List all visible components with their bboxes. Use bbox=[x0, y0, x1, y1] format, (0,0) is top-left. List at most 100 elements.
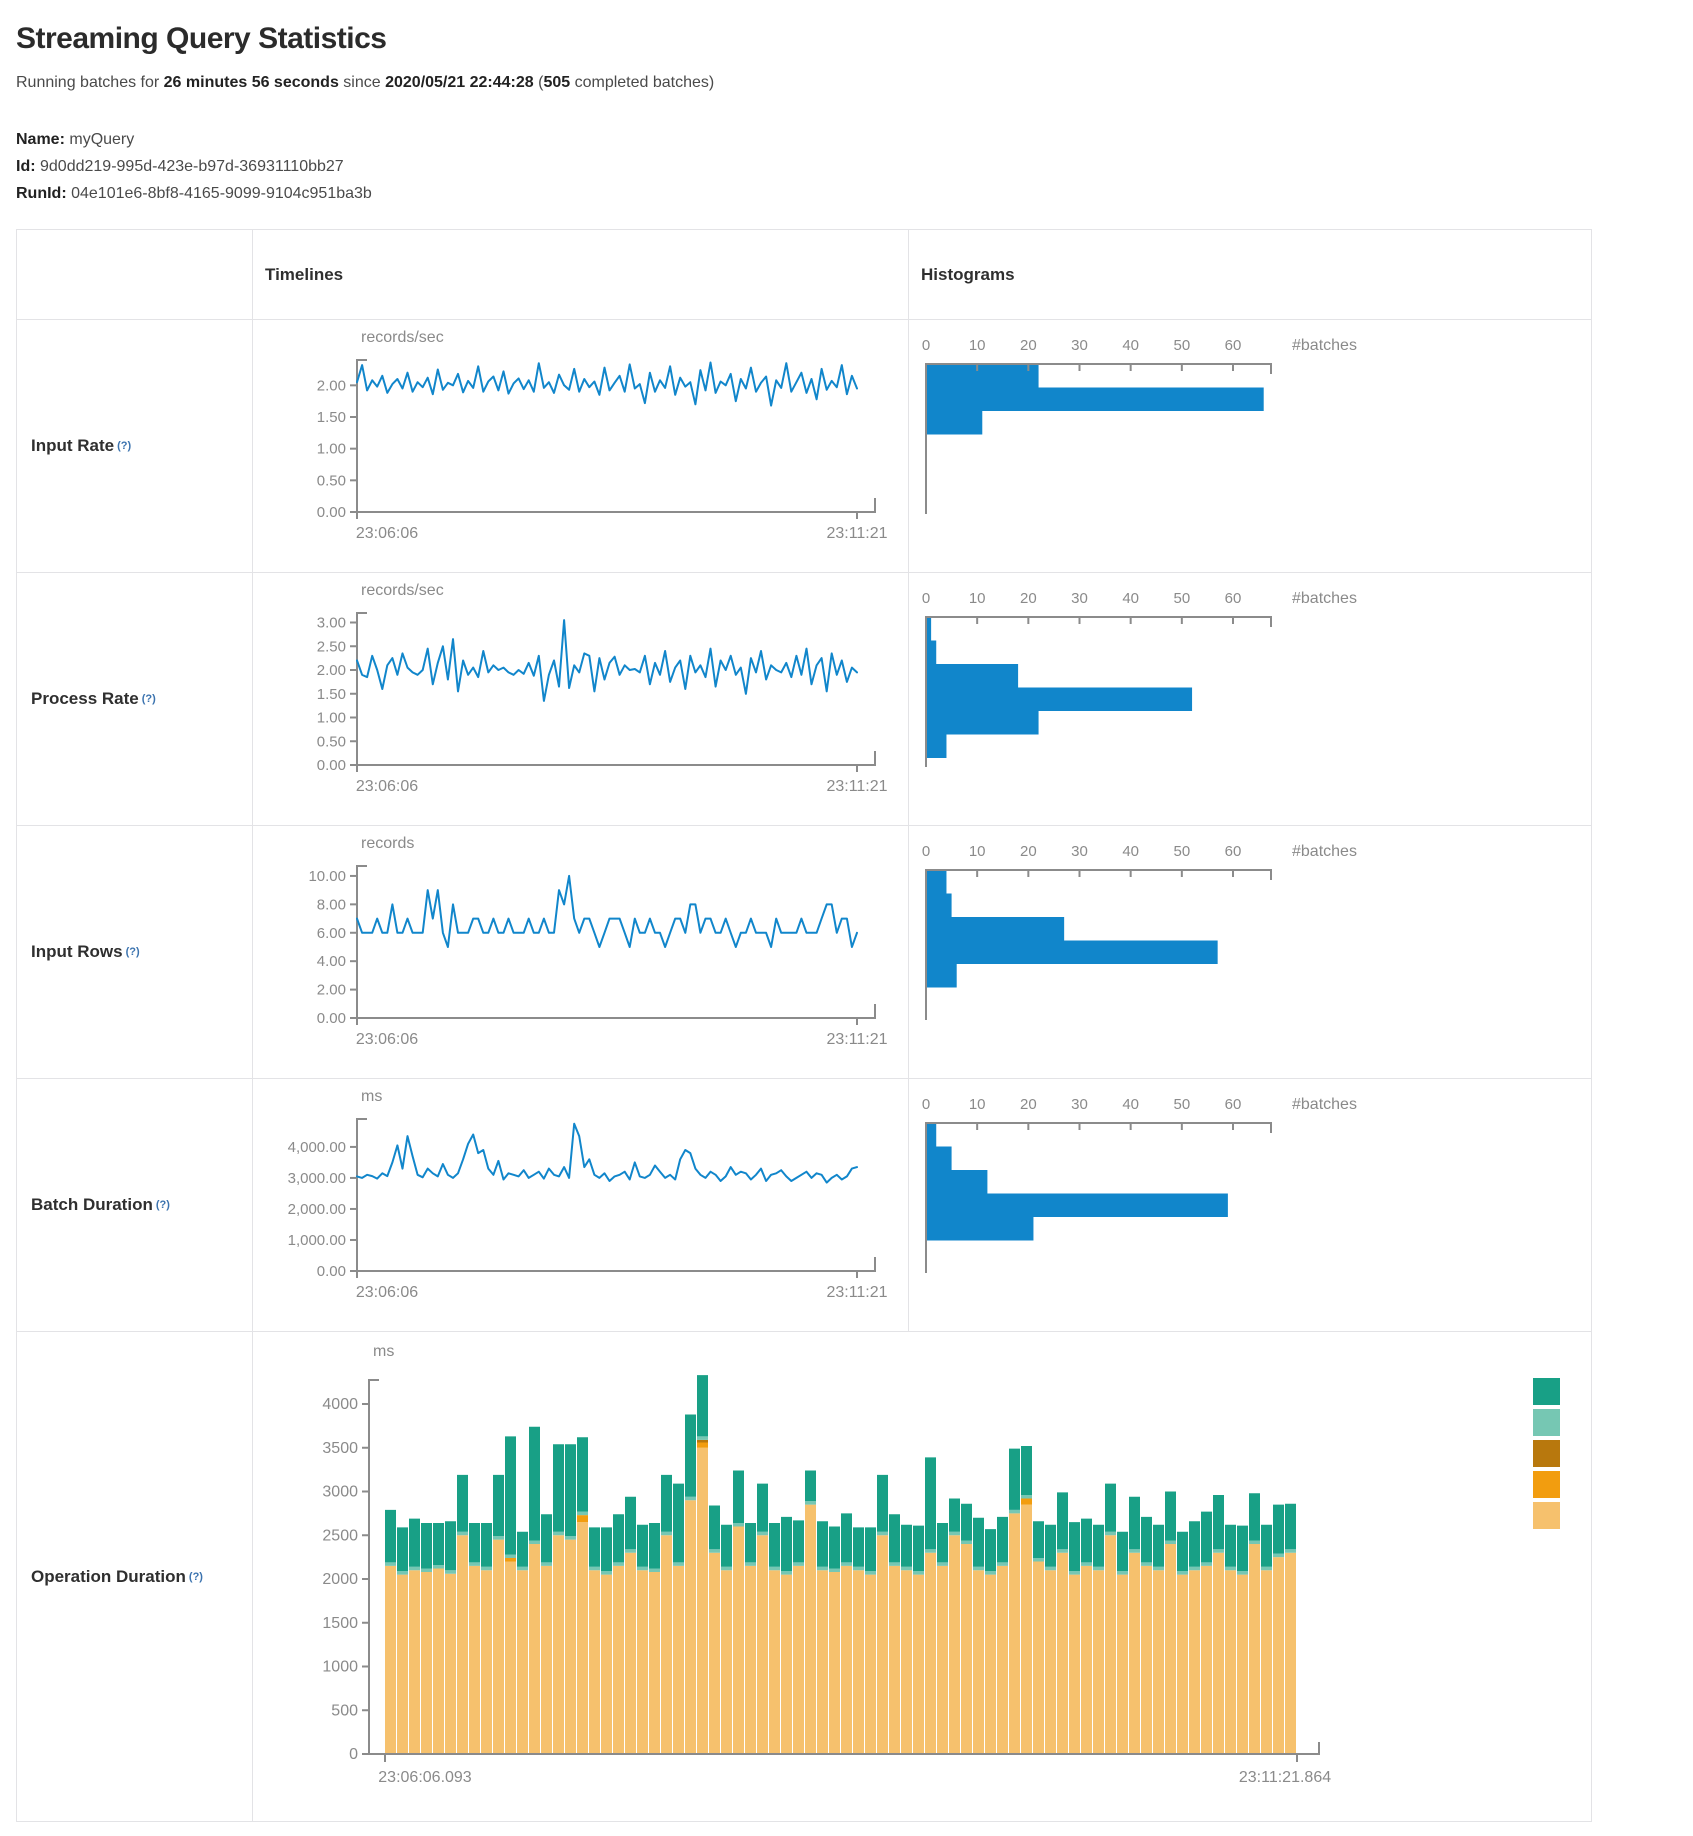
svg-text:23:11:21: 23:11:21 bbox=[826, 1284, 887, 1301]
batch-duration-histogram-chart: 0 10 20 30 40 50 60 #batches bbox=[909, 1079, 1591, 1316]
svg-text:2000: 2000 bbox=[322, 1571, 358, 1588]
row-label-input-rate: Input Rate (?) bbox=[17, 320, 253, 573]
input-rows-timeline: records 0.00 2.00 4.00 6.00 8.00 10.00 23:06:06… bbox=[308, 835, 887, 1048]
corner-header-cell bbox=[17, 230, 253, 320]
svg-text:10: 10 bbox=[969, 337, 986, 354]
input-rate-help-icon[interactable]: (?) bbox=[117, 440, 132, 452]
legend-swatch-0 bbox=[1533, 1378, 1560, 1405]
row-label-process-rate: Process Rate (?) bbox=[17, 573, 253, 826]
svg-text:30: 30 bbox=[1071, 590, 1088, 607]
query-name-value: myQuery bbox=[69, 131, 135, 148]
svg-text:2.50: 2.50 bbox=[317, 638, 346, 655]
svg-text:50: 50 bbox=[1173, 337, 1190, 354]
svg-text:23:06:06: 23:06:06 bbox=[356, 778, 418, 795]
operation-duration-stacked: ms 0 500 1000 1500 2000 2500 3000 3500 4000 23:06:… bbox=[322, 1343, 1560, 1786]
legend-swatch-2 bbox=[1533, 1440, 1560, 1467]
svg-text:2500: 2500 bbox=[322, 1527, 358, 1544]
input-rows-timeline-chart: records 0.00 2.00 4.00 6.00 8.00 10.00 23:06:06… bbox=[253, 826, 908, 1063]
completed-batches-count: 505 bbox=[543, 74, 571, 91]
input-rows-histogram-chart: 0 10 20 30 40 50 60 #batches bbox=[909, 826, 1591, 1063]
svg-text:ms: ms bbox=[373, 1343, 394, 1360]
svg-text:30: 30 bbox=[1071, 337, 1088, 354]
svg-text:23:11:21: 23:11:21 bbox=[826, 1031, 887, 1048]
svg-text:2.00: 2.00 bbox=[317, 662, 346, 679]
svg-text:0.00: 0.00 bbox=[317, 1010, 346, 1027]
input-rows-help-icon[interactable]: (?) bbox=[125, 946, 140, 958]
svg-text:4.00: 4.00 bbox=[317, 953, 346, 970]
svg-text:1.50: 1.50 bbox=[317, 409, 346, 426]
input-rate-timeline-chart: records/sec 0.00 0.50 1.00 1.50 2.00 23:06:06 2… bbox=[253, 320, 908, 557]
svg-text:0.50: 0.50 bbox=[317, 472, 346, 489]
row-label-batch-duration: Batch Duration (?) bbox=[17, 1079, 253, 1332]
svg-text:1.00: 1.00 bbox=[317, 441, 346, 458]
svg-text:0: 0 bbox=[922, 1096, 930, 1113]
svg-text:40: 40 bbox=[1122, 843, 1139, 860]
svg-text:1,000.00: 1,000.00 bbox=[288, 1232, 346, 1249]
input-rows-histogram-cell: 0 10 20 30 40 50 60 #batches bbox=[909, 826, 1592, 1079]
svg-text:40: 40 bbox=[1122, 337, 1139, 354]
svg-text:23:06:06.093: 23:06:06.093 bbox=[378, 1769, 472, 1786]
process-rate-help-icon[interactable]: (?) bbox=[141, 693, 156, 705]
svg-text:0.50: 0.50 bbox=[317, 733, 346, 750]
svg-text:#batches: #batches bbox=[1292, 337, 1357, 354]
histograms-column-header: Histograms bbox=[909, 230, 1592, 320]
batch-duration-help-icon[interactable]: (?) bbox=[155, 1199, 170, 1211]
process-rate-histogram-chart: 0 10 20 30 40 50 60 #batches bbox=[909, 573, 1591, 810]
svg-text:500: 500 bbox=[331, 1702, 358, 1719]
svg-text:8.00: 8.00 bbox=[317, 896, 346, 913]
start-timestamp: 2020/05/21 22:44:28 bbox=[385, 74, 534, 91]
legend-swatch-1 bbox=[1533, 1409, 1560, 1436]
svg-text:records/sec: records/sec bbox=[361, 329, 444, 346]
svg-text:20: 20 bbox=[1020, 337, 1037, 354]
operation-duration-stacked-chart: ms 0 500 1000 1500 2000 2500 3000 3500 4000 23:06:… bbox=[253, 1332, 1591, 1810]
operation-duration-chart-cell: ms 0 500 1000 1500 2000 2500 3000 3500 4000 23:06:… bbox=[253, 1332, 1592, 1822]
svg-text:23:11:21: 23:11:21 bbox=[826, 778, 887, 795]
svg-text:4,000.00: 4,000.00 bbox=[288, 1139, 346, 1156]
svg-text:23:11:21: 23:11:21 bbox=[826, 525, 887, 542]
svg-text:0: 0 bbox=[922, 843, 930, 860]
page-title: Streaming Query Statistics bbox=[16, 22, 387, 55]
svg-text:23:06:06: 23:06:06 bbox=[356, 1284, 418, 1301]
query-metadata: Name: myQuery Id: 9d0dd219-995d-423e-b97… bbox=[16, 126, 1677, 207]
svg-text:60: 60 bbox=[1225, 590, 1242, 607]
svg-text:records/sec: records/sec bbox=[361, 582, 444, 599]
svg-text:records: records bbox=[361, 835, 414, 852]
row-label-input-rows: Input Rows (?) bbox=[17, 826, 253, 1079]
svg-text:ms: ms bbox=[361, 1088, 382, 1105]
legend-swatch-4 bbox=[1533, 1502, 1560, 1529]
query-id-value: 9d0dd219-995d-423e-b97d-36931110bb27 bbox=[40, 158, 344, 175]
svg-text:2.00: 2.00 bbox=[317, 982, 346, 999]
batch-duration-timeline-chart: ms 0.00 1,000.00 2,000.00 3,000.00 4,000.00 23… bbox=[253, 1079, 908, 1316]
svg-text:20: 20 bbox=[1020, 1096, 1037, 1113]
svg-text:0: 0 bbox=[922, 590, 930, 607]
svg-text:1500: 1500 bbox=[322, 1615, 358, 1632]
svg-text:40: 40 bbox=[1122, 1096, 1139, 1113]
svg-text:23:11:21.864: 23:11:21.864 bbox=[1239, 1769, 1331, 1786]
svg-text:0.00: 0.00 bbox=[317, 757, 346, 774]
running-batches-summary: Running batches for 26 minutes 56 second… bbox=[16, 74, 715, 91]
query-id-line: Id: 9d0dd219-995d-423e-b97d-36931110bb27 bbox=[16, 158, 344, 175]
svg-text:#batches: #batches bbox=[1292, 843, 1357, 860]
svg-text:#batches: #batches bbox=[1292, 1096, 1357, 1113]
svg-text:6.00: 6.00 bbox=[317, 925, 346, 942]
batch-duration-timeline-cell: ms 0.00 1,000.00 2,000.00 3,000.00 4,000.00 23… bbox=[253, 1079, 909, 1332]
svg-text:1000: 1000 bbox=[322, 1659, 358, 1676]
svg-text:60: 60 bbox=[1225, 1096, 1242, 1113]
svg-text:20: 20 bbox=[1020, 843, 1037, 860]
svg-text:10: 10 bbox=[969, 843, 986, 860]
svg-text:0.00: 0.00 bbox=[317, 504, 346, 521]
svg-text:10: 10 bbox=[969, 590, 986, 607]
operation-duration-help-icon[interactable]: (?) bbox=[188, 1570, 203, 1583]
svg-text:4000: 4000 bbox=[322, 1396, 358, 1413]
input-rate-histogram-chart: 0 10 20 30 40 50 60 #batches bbox=[909, 320, 1591, 557]
svg-text:1.00: 1.00 bbox=[317, 710, 346, 727]
process-rate-timeline: records/sec 0.00 0.50 1.00 1.50 2.00 2.50 3.00 2… bbox=[317, 582, 888, 795]
input-rows-timeline-cell: records 0.00 2.00 4.00 6.00 8.00 10.00 23:06:06… bbox=[253, 826, 909, 1079]
svg-text:50: 50 bbox=[1173, 1096, 1190, 1113]
svg-text:3000: 3000 bbox=[322, 1484, 358, 1501]
svg-text:3,000.00: 3,000.00 bbox=[288, 1170, 346, 1187]
legend-swatch-3 bbox=[1533, 1471, 1560, 1498]
batch-duration-timeline: ms 0.00 1,000.00 2,000.00 3,000.00 4,000.00 23… bbox=[288, 1088, 888, 1301]
statistics-table: Timelines Histograms Input Rate (?) recor… bbox=[16, 229, 1592, 1822]
